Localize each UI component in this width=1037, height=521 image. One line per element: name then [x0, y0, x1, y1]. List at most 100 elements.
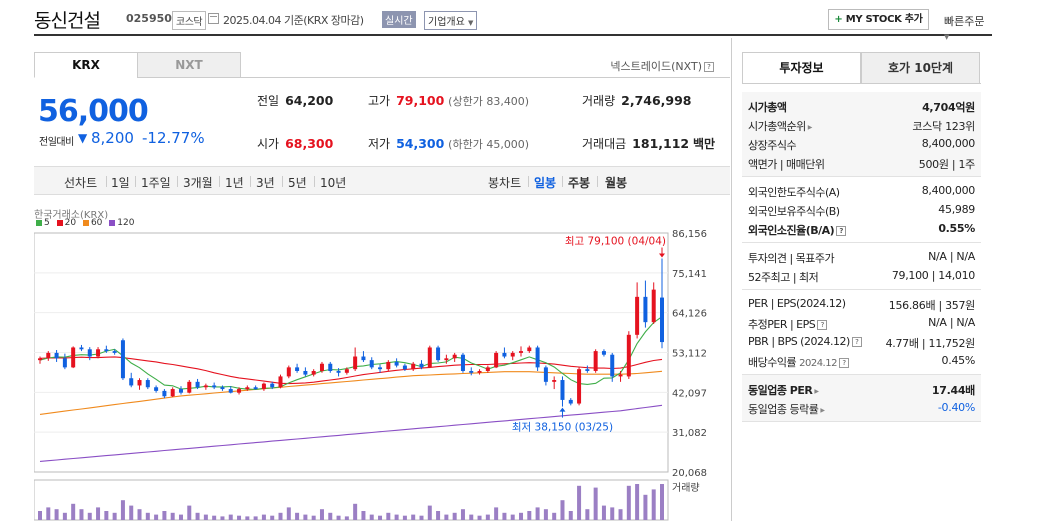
candle-body — [485, 367, 490, 371]
period-3y[interactable]: 3년 — [256, 176, 275, 190]
price-chart[interactable]: 86,156 75,141 64,126 53,112 42,097 31,082 20,0… — [34, 228, 730, 521]
change-percent: -12.77% — [142, 129, 205, 147]
candle-body — [187, 381, 192, 393]
divider — [135, 176, 136, 187]
y-tick-label: 64,126 — [672, 309, 707, 320]
volume-bar — [178, 514, 183, 520]
candle-chart-label: 봉차트 — [488, 176, 522, 190]
volume-bar — [303, 514, 308, 520]
row-industry-change[interactable]: 동일업종 등락률 ▶ -0.40% — [748, 401, 975, 416]
candle-body — [344, 369, 349, 373]
y-tick-label: 86,156 — [672, 229, 707, 240]
help-icon[interactable]: ? — [851, 337, 862, 347]
candle-body — [336, 370, 341, 373]
row-est-per: 추정PER | EPS? N/A | N/A — [748, 316, 975, 331]
tab-nxt[interactable]: NXT — [137, 52, 241, 78]
candle-body — [568, 399, 573, 404]
volume-bar — [444, 514, 449, 520]
period-monthly[interactable]: 월봉 — [605, 176, 628, 190]
candle-body — [369, 360, 374, 368]
help-icon[interactable]: ? — [817, 320, 828, 330]
volume-bar — [96, 507, 101, 520]
candle-body — [386, 361, 391, 370]
volume-bar — [228, 514, 233, 520]
candle-body — [651, 289, 656, 323]
open-price: 시가 68,300 — [257, 136, 334, 151]
candle-body — [253, 387, 258, 390]
candle-body — [270, 383, 275, 388]
volume-bar — [577, 485, 582, 520]
tab-krx[interactable]: KRX — [34, 52, 138, 78]
volume-bar — [195, 512, 200, 520]
tab-divider — [742, 83, 981, 84]
row-cap-rank[interactable]: 시가총액순위 ▶ 코스닥 123위 — [748, 120, 975, 133]
candle-body — [419, 363, 424, 368]
volume-bar — [660, 484, 664, 520]
ma-legend: 5 20 60 120 — [36, 218, 138, 228]
quick-order-button[interactable]: 빠른주문 ▼ — [944, 15, 985, 41]
candle-body — [444, 358, 449, 361]
stock-code: 025950 — [126, 12, 172, 25]
chart-source: 한국거래소(KRX) — [34, 210, 109, 221]
candle-body — [626, 334, 631, 377]
help-icon[interactable]: ? — [838, 358, 849, 368]
volume-bar — [585, 509, 590, 520]
candle-body — [427, 347, 432, 368]
volume-bar — [419, 515, 424, 520]
period-1d[interactable]: 1일 — [111, 176, 130, 190]
candle-body — [361, 356, 366, 361]
y-tick-label: 20,068 — [672, 468, 707, 479]
nxt-link[interactable]: 넥스트레이드(NXT)? — [610, 58, 714, 74]
period-5y[interactable]: 5년 — [288, 176, 307, 190]
divider — [562, 176, 563, 187]
row-market-cap: 시가총액 4,704억원 — [748, 101, 975, 114]
period-1w[interactable]: 1주일 — [141, 176, 171, 190]
tab-divider — [240, 77, 730, 78]
candle-body — [104, 349, 109, 352]
period-weekly[interactable]: 주봉 — [568, 176, 591, 190]
stock-header: 동신건설 025950 코스닥 2025.04.04 기준(KRX 장마감) 실… — [34, 4, 992, 41]
tab-orderbook-10[interactable]: 호가 10단계 — [861, 52, 980, 84]
candle-body — [303, 370, 308, 375]
volume-bar — [494, 507, 499, 520]
chevron-down-icon: ▼ — [468, 19, 474, 27]
legend-ma20: 20 — [56, 218, 76, 228]
volume-bar — [502, 512, 507, 520]
volume-bar — [386, 512, 391, 520]
volume-bar — [46, 507, 51, 520]
line-chart-label: 선차트 — [64, 176, 98, 190]
candle-body — [593, 351, 598, 371]
tab-invest-info[interactable]: 투자정보 — [742, 52, 861, 84]
candle-body — [552, 380, 557, 382]
volume-bar — [626, 485, 631, 520]
company-info-button[interactable]: 기업개요 ▼ — [424, 11, 478, 30]
volume-bar — [162, 511, 167, 520]
high-arrow-head — [659, 253, 665, 258]
candle-body — [502, 352, 507, 357]
trade-amount: 거래대금 181,112 백만 — [582, 136, 716, 151]
period-daily[interactable]: 일봉 — [534, 176, 557, 190]
period-10y[interactable]: 10년 — [320, 176, 347, 190]
my-stock-add-button[interactable]: + MY STOCK 추가 — [828, 9, 929, 30]
volume-bar — [278, 512, 283, 520]
volume-bar — [452, 512, 457, 520]
candle-body — [527, 347, 532, 352]
candle-body — [178, 389, 183, 393]
calendar-icon — [208, 13, 219, 24]
period-1y[interactable]: 1년 — [225, 176, 244, 190]
legend-ma5: 5 — [36, 218, 50, 228]
help-icon[interactable]: ? — [836, 226, 847, 236]
volume-bar — [643, 494, 648, 520]
candle-body — [212, 385, 217, 388]
candle-body — [494, 352, 499, 368]
candle-body — [112, 351, 117, 353]
volume-bar — [87, 512, 92, 520]
period-3m[interactable]: 3개월 — [183, 176, 213, 190]
market-badge: 코스닥 — [172, 11, 207, 30]
help-icon[interactable]: ? — [704, 62, 714, 72]
volume-bar — [319, 509, 324, 520]
company-name: 동신건설 — [34, 10, 101, 32]
chevron-right-icon: ▶ — [814, 387, 819, 395]
row-industry-per[interactable]: 동일업종 PER ▶ 17.44배 — [748, 384, 975, 397]
realtime-badge[interactable]: 실시간 — [382, 11, 416, 28]
